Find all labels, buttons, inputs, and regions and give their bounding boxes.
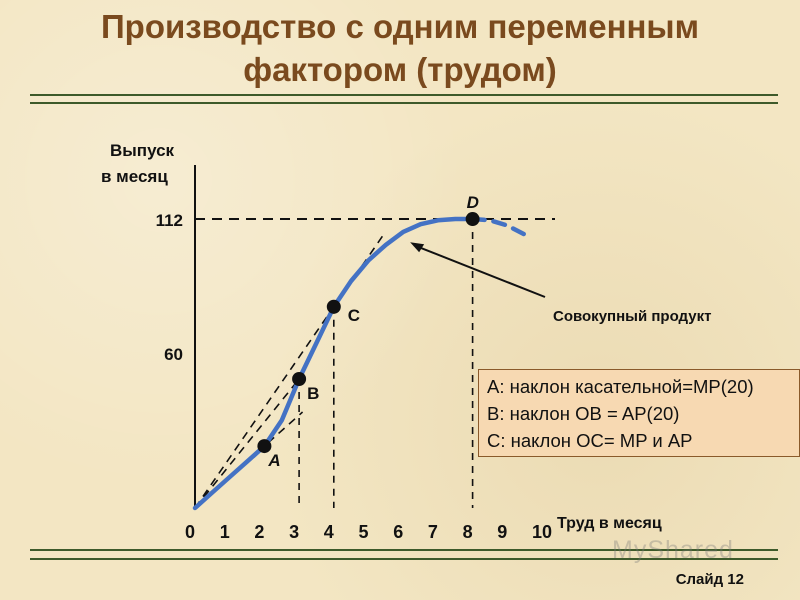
title-rule-bottom — [30, 102, 778, 104]
page-title-line-2: фактором (трудом) — [243, 51, 557, 88]
y-axis-label-line-2: в месяц — [101, 167, 168, 186]
x-tick-label-4: 4 — [324, 522, 334, 542]
footer-rule-top — [30, 549, 778, 551]
legend-line-c: C: наклон OC= MP и AP — [487, 430, 693, 451]
x-tick-label-9: 9 — [497, 522, 507, 542]
title-rule-top — [30, 94, 778, 96]
point-label-d: D — [467, 193, 479, 212]
x-tick-label-1: 1 — [220, 522, 230, 542]
x-tick-label-8: 8 — [463, 522, 473, 542]
total-product-curve-extension — [470, 216, 527, 237]
y-tick-label-60: 60 — [164, 345, 183, 364]
ray-ob — [194, 378, 300, 509]
legend-box: A: наклон касательной=MP(20) B: наклон O… — [478, 369, 800, 457]
x-tick-label-2: 2 — [254, 522, 264, 542]
annotation-arrow-head — [410, 242, 425, 253]
point-c — [326, 299, 341, 314]
footer-rule-bottom — [30, 558, 778, 560]
watermark-logo: MyShared — [612, 536, 734, 564]
point-label-a: A — [267, 451, 280, 470]
legend-line-a: A: наклон касательной=MP(20) — [487, 376, 754, 397]
point-a — [257, 439, 272, 454]
x-tick-label-0: 0 — [185, 522, 195, 542]
point-d — [465, 212, 480, 227]
annotation-label: Совокупный продукт — [553, 308, 711, 325]
x-tick-label-3: 3 — [289, 522, 299, 542]
legend-line-b: B: наклон OB = AP(20) — [487, 403, 680, 424]
annotation-arrow-line — [413, 244, 546, 298]
x-axis-label: Труд в месяц — [557, 515, 662, 532]
x-tick-label-10: 10 — [532, 522, 552, 542]
x-tick-label-5: 5 — [359, 522, 369, 542]
x-tick-label-6: 6 — [393, 522, 403, 542]
point-b — [292, 372, 307, 386]
slide-number: Слайд 12 — [675, 571, 744, 588]
x-tick-label-7: 7 — [428, 522, 438, 542]
page-title-line-1: Производство с одним переменным — [100, 8, 700, 45]
point-label-c: C — [348, 306, 360, 325]
point-label-b: B — [307, 384, 319, 403]
y-axis-label-line-1: Выпуск — [110, 141, 175, 160]
y-tick-label-112: 112 — [156, 211, 183, 230]
